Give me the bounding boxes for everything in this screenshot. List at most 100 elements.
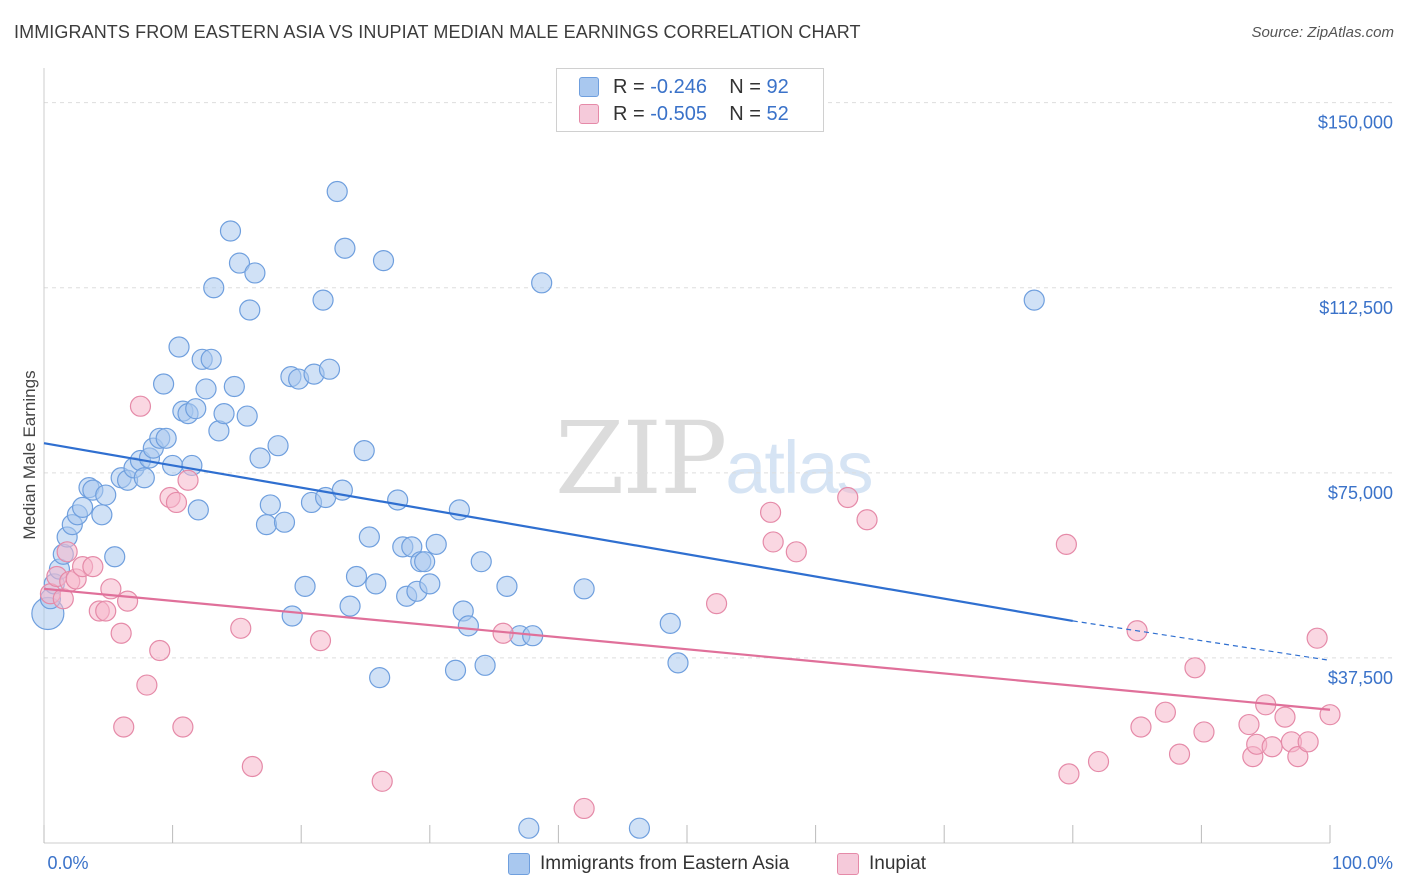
point-inupiat [1287, 746, 1309, 768]
legend-r-value: -0.505 [650, 102, 707, 125]
point-inupiat [136, 674, 158, 696]
point-eastern-asia [345, 565, 368, 588]
point-eastern-asia [334, 237, 356, 259]
x-tick-label: 0.0% [47, 853, 88, 873]
legend: R = -0.246 N = 92 R = -0.505 N = 52 [556, 68, 824, 132]
point-eastern-asia [95, 484, 117, 506]
point-eastern-asia [185, 398, 207, 420]
legend-n-value: 92 [766, 75, 789, 98]
point-eastern-asia [239, 299, 261, 321]
point-eastern-asia [195, 378, 217, 400]
point-eastern-asia [133, 467, 155, 489]
point-eastern-asia [358, 526, 380, 548]
point-inupiat [113, 716, 135, 738]
legend-r-label: R = [613, 75, 645, 98]
point-eastern-asia [573, 578, 595, 600]
legend-row-series1: R = -0.246 N = 92 [579, 74, 789, 100]
point-inupiat [1238, 713, 1260, 736]
point-eastern-asia [273, 511, 296, 533]
trendline-inupiat [43, 587, 1331, 711]
point-inupiat [230, 617, 252, 639]
point-inupiat [172, 716, 194, 738]
point-inupiat [1168, 743, 1191, 765]
point-eastern-asia [267, 435, 289, 457]
bottom-legend-swatch-series1 [508, 853, 530, 875]
point-eastern-asia [91, 504, 113, 526]
point-eastern-asia [457, 615, 479, 637]
point-inupiat [1261, 736, 1283, 758]
point-eastern-asia [249, 447, 271, 469]
point-inupiat [1154, 701, 1176, 723]
point-eastern-asia [104, 546, 126, 568]
point-inupiat [82, 556, 104, 578]
chart-title: IMMIGRANTS FROM EASTERN ASIA VS INUPIAT … [14, 22, 861, 42]
source-label: Source: ZipAtlas.com [1251, 24, 1394, 41]
legend-swatch-series2 [579, 104, 599, 124]
point-eastern-asia [474, 654, 496, 676]
point-eastern-asia [200, 348, 222, 370]
point-eastern-asia [168, 336, 190, 358]
point-eastern-asia [331, 479, 353, 501]
point-eastern-asia [667, 652, 689, 674]
legend-row-series2: R = -0.505 N = 52 [579, 101, 789, 127]
bottom-legend-series1: Immigrants from Eastern Asia [508, 852, 789, 876]
point-inupiat [309, 630, 332, 652]
point-inupiat [371, 770, 393, 792]
bottom-legend-swatch-series2 [837, 853, 859, 875]
point-inupiat [856, 509, 878, 531]
point-eastern-asia [255, 514, 278, 536]
point-eastern-asia [152, 373, 175, 395]
point-inupiat [573, 797, 595, 820]
point-inupiat [705, 593, 728, 615]
point-eastern-asia [444, 659, 467, 681]
legend-swatch-series1 [579, 77, 599, 97]
point-eastern-asia [1023, 289, 1045, 311]
point-inupiat [1274, 706, 1296, 728]
point-inupiat [241, 755, 263, 778]
point-inupiat [149, 639, 171, 662]
point-eastern-asia [236, 405, 258, 427]
legend-r-label: R = [613, 102, 645, 125]
bottom-legend-series2: Inupiat [837, 852, 926, 876]
watermark: ZIPatlas [555, 400, 874, 517]
point-eastern-asia [219, 220, 242, 242]
point-eastern-asia [470, 551, 492, 573]
point-eastern-asia [223, 375, 245, 398]
legend-n-label: N = [729, 102, 761, 125]
point-eastern-asia [387, 489, 409, 511]
point-inupiat [762, 531, 784, 553]
point-eastern-asia [369, 667, 391, 689]
point-inupiat [1058, 763, 1080, 785]
trendline-eastern-asia [43, 442, 1073, 622]
point-eastern-asia [326, 180, 348, 203]
point-eastern-asia [531, 272, 553, 294]
point-eastern-asia [518, 817, 540, 839]
point-inupiat [1306, 627, 1328, 649]
y-tick-label: $150,000 [1318, 113, 1393, 133]
point-eastern-asia [318, 358, 341, 380]
point-inupiat [1087, 750, 1110, 773]
point-eastern-asia [71, 496, 94, 518]
point-eastern-asia [628, 817, 651, 839]
point-inupiat [165, 491, 188, 514]
bottom-legend-label-series1: Immigrants from Eastern Asia [540, 853, 790, 874]
point-eastern-asia [187, 499, 209, 521]
point-eastern-asia [244, 262, 266, 284]
point-inupiat [95, 600, 117, 622]
point-inupiat [1297, 731, 1319, 753]
y-tick-label: $112,500 [1319, 298, 1393, 318]
y-tick-label: $37,500 [1328, 668, 1393, 688]
legend-n-label: N = [729, 75, 761, 98]
point-eastern-asia [659, 612, 681, 634]
point-eastern-asia [372, 250, 395, 272]
point-inupiat [1055, 533, 1077, 556]
point-eastern-asia [419, 573, 441, 595]
trendline-eastern-asia-dashed [1072, 620, 1331, 661]
point-inupiat [1130, 716, 1152, 738]
point-inupiat [1193, 721, 1215, 743]
point-inupiat [759, 501, 782, 523]
point-eastern-asia [496, 575, 518, 597]
point-eastern-asia [365, 573, 387, 595]
point-inupiat [129, 395, 152, 417]
